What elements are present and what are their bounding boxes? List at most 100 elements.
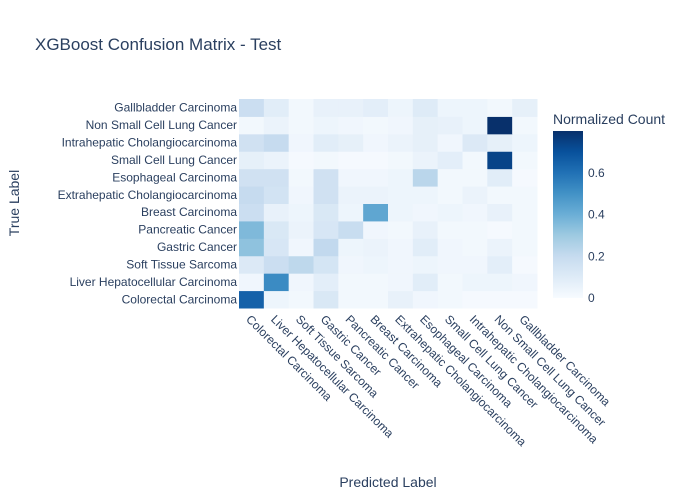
colorbar-tick-label: 0.4 <box>588 208 605 222</box>
heatmap-cell <box>338 203 364 222</box>
heatmap-cell <box>313 255 339 274</box>
y-tick-label: Extrahepatic Cholangiocarcinoma <box>58 188 238 202</box>
heatmap-cell <box>437 203 463 222</box>
heatmap-cell <box>462 116 488 135</box>
heatmap-cell <box>239 168 265 187</box>
heatmap-cell <box>437 255 463 274</box>
y-tick-label: Breast Carcinoma <box>141 205 237 219</box>
heatmap-cell <box>512 99 538 117</box>
colorbar-ticks: 0 0.2 0.4 0.6 <box>588 166 605 305</box>
heatmap-cell <box>512 290 538 309</box>
heatmap-cell <box>263 238 290 257</box>
heatmap-cell <box>338 273 364 292</box>
heatmap-cell <box>239 151 265 170</box>
heatmap-cell <box>338 116 364 135</box>
heatmap-cell <box>388 151 414 170</box>
heatmap-cell <box>462 238 488 257</box>
heatmap-cell <box>288 255 314 274</box>
heatmap-cell <box>363 116 389 135</box>
heatmap-cell <box>313 220 339 239</box>
heatmap-cell <box>412 220 439 239</box>
colorbar-tick-label: 0.2 <box>588 249 605 263</box>
heatmap-cell <box>388 220 414 239</box>
heatmap-cell <box>363 151 389 170</box>
heatmap-cell <box>437 151 463 170</box>
heatmap-cell <box>288 290 314 309</box>
heatmap-cell <box>263 99 290 117</box>
heatmap-cell <box>288 220 314 239</box>
heatmap-cell <box>388 238 414 257</box>
heatmap-cell <box>412 290 439 309</box>
heatmap-cell <box>363 220 389 239</box>
heatmap-cell <box>313 290 339 309</box>
heatmap-cell <box>462 186 488 204</box>
heatmap-cell <box>313 186 339 204</box>
heatmap-cell <box>363 290 389 309</box>
heatmap-cell <box>437 290 463 309</box>
heatmap-cell <box>412 99 439 117</box>
heatmap-cell <box>388 290 414 309</box>
heatmap-cell <box>512 186 538 204</box>
heatmap-cell <box>363 238 389 257</box>
heatmap-cell <box>512 151 538 170</box>
y-tick-label: Soft Tissue Sarcoma <box>126 257 237 271</box>
heatmap-cell <box>462 220 488 239</box>
heatmap-cell <box>263 186 290 204</box>
heatmap-cell <box>512 133 538 152</box>
heatmap-cell <box>412 151 439 170</box>
heatmap-cell <box>412 116 439 135</box>
heatmap-cell <box>363 99 389 117</box>
heatmap-cell <box>263 133 290 152</box>
heatmap-cell <box>512 273 538 292</box>
y-tick-label: Intrahepatic Cholangiocarcinoma <box>62 136 238 150</box>
y-tick-label: Liver Hepatocellular Carcinoma <box>70 275 238 289</box>
heatmap-cell <box>239 273 265 292</box>
colorbar-tick-label: 0.6 <box>588 166 605 180</box>
heatmap-cell <box>288 116 314 135</box>
heatmap-cell <box>437 133 463 152</box>
heatmap-cell <box>412 273 439 292</box>
heatmap-cell <box>512 116 538 135</box>
heatmap-cell <box>313 116 339 135</box>
heatmap-cell <box>487 116 513 135</box>
heatmap-cell <box>338 151 364 170</box>
heatmap-cell <box>437 116 463 135</box>
heatmap-cell <box>313 151 339 170</box>
heatmap-cell <box>239 116 265 135</box>
heatmap-cell <box>288 133 314 152</box>
heatmap-cell <box>239 133 265 152</box>
y-tick-label: Gastric Cancer <box>157 240 237 254</box>
heatmap-cell <box>388 168 414 187</box>
heatmap-cell <box>263 255 290 274</box>
heatmap-cell <box>239 290 265 309</box>
heatmap-cell <box>313 168 339 187</box>
heatmap-cell <box>437 99 463 117</box>
heatmap-cell <box>313 99 339 117</box>
heatmap-cell <box>388 116 414 135</box>
heatmap-cell <box>388 203 414 222</box>
heatmap-cell <box>462 151 488 170</box>
heatmap-cell <box>512 168 538 187</box>
heatmap-cell <box>388 273 414 292</box>
heatmap-cell <box>462 203 488 222</box>
heatmap-cell <box>338 220 364 239</box>
heatmap-cell <box>338 290 364 309</box>
heatmap-cell <box>462 255 488 274</box>
y-tick-label: Non Small Cell Lung Cancer <box>86 118 237 132</box>
heatmap-cell <box>288 203 314 222</box>
heatmap-cell <box>487 273 513 292</box>
heatmap-cell <box>313 273 339 292</box>
heatmap-cell <box>263 290 290 309</box>
heatmap-cell <box>239 220 265 239</box>
heatmap-cell <box>412 186 439 204</box>
heatmap-cell <box>363 133 389 152</box>
heatmap-cell <box>313 203 339 222</box>
heatmap-cell <box>338 238 364 257</box>
heatmap-cell <box>363 203 389 222</box>
heatmap-cell <box>313 133 339 152</box>
heatmap-cell <box>263 273 290 292</box>
heatmap-cell <box>338 99 364 117</box>
heatmap-cell <box>487 220 513 239</box>
